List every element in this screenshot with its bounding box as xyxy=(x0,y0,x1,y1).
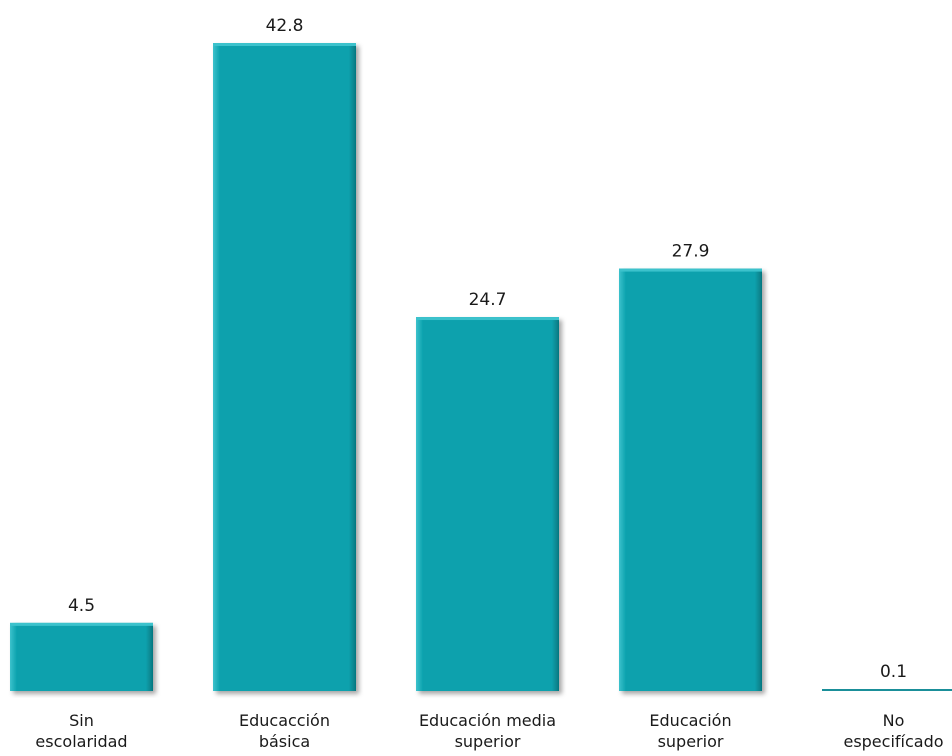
category-labels-group: Sin escolaridad Educacción básica Educación … xyxy=(35,711,943,751)
bar-top-edge-3 xyxy=(416,317,559,321)
bars-group xyxy=(10,43,952,691)
category-label-4: Educación superior xyxy=(649,711,731,751)
bar-top-edge-1 xyxy=(10,622,153,626)
value-label-1: 4.5 xyxy=(68,596,95,616)
value-label-4: 27.9 xyxy=(672,242,710,262)
bar-3 xyxy=(416,317,559,691)
bar-1 xyxy=(10,622,153,691)
category-label-5: No especifícado xyxy=(843,711,943,751)
bar-4 xyxy=(619,268,762,691)
value-label-5: 0.1 xyxy=(880,662,907,682)
value-label-2: 42.8 xyxy=(266,16,304,36)
category-label-1: Sin escolaridad xyxy=(35,711,127,751)
category-label-3: Educación media superior xyxy=(419,711,556,751)
value-label-3: 24.7 xyxy=(469,290,507,310)
value-labels-group: 4.5 42.8 24.7 27.9 0.1 xyxy=(68,16,907,682)
bar-2 xyxy=(213,43,356,691)
bar-5 xyxy=(822,689,952,691)
bar-top-edge-4 xyxy=(619,268,762,272)
category-label-2: Educacción básica xyxy=(239,711,330,751)
bar-top-edge-2 xyxy=(213,43,356,46)
